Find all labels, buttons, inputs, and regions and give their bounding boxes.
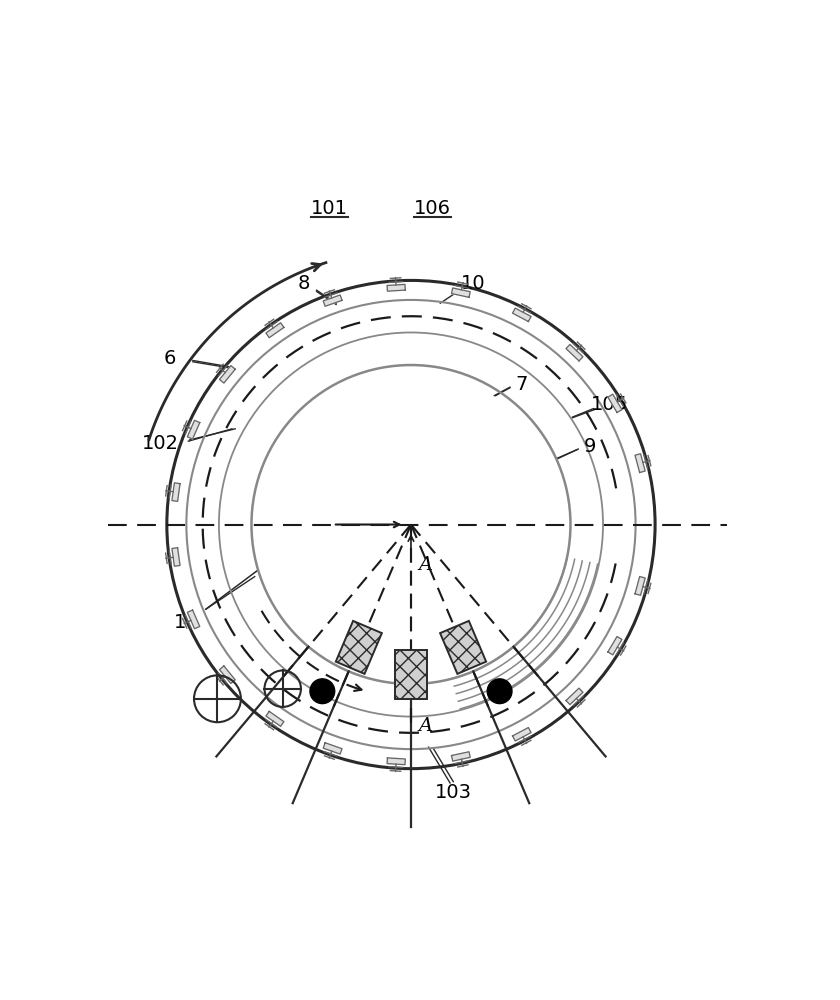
Polygon shape — [452, 752, 470, 761]
Polygon shape — [219, 666, 235, 683]
Text: 1: 1 — [174, 613, 186, 632]
Text: 9: 9 — [584, 437, 596, 456]
Text: 101: 101 — [311, 199, 348, 218]
Text: 103: 103 — [435, 783, 472, 802]
Circle shape — [487, 679, 512, 704]
Polygon shape — [566, 344, 583, 361]
Text: A: A — [418, 556, 433, 574]
Text: 106: 106 — [414, 199, 451, 218]
Text: 6: 6 — [164, 349, 176, 368]
Text: 102: 102 — [142, 434, 179, 453]
Bar — [396, 650, 427, 699]
Text: 8: 8 — [297, 274, 310, 293]
Polygon shape — [266, 711, 284, 726]
Polygon shape — [635, 577, 645, 595]
Polygon shape — [172, 483, 180, 501]
Polygon shape — [323, 295, 342, 306]
Polygon shape — [512, 308, 531, 322]
Text: A: A — [418, 717, 433, 735]
Polygon shape — [608, 637, 622, 655]
Polygon shape — [566, 688, 583, 705]
Polygon shape — [219, 366, 235, 383]
Text: 7: 7 — [516, 375, 528, 394]
Polygon shape — [452, 288, 470, 297]
Polygon shape — [172, 548, 180, 566]
Bar — [336, 621, 382, 674]
Polygon shape — [387, 284, 406, 291]
Circle shape — [310, 679, 334, 704]
Text: 10: 10 — [460, 274, 486, 293]
Polygon shape — [387, 758, 406, 765]
Polygon shape — [608, 394, 622, 413]
Polygon shape — [187, 420, 200, 439]
Polygon shape — [323, 743, 342, 754]
Polygon shape — [512, 728, 531, 741]
Polygon shape — [187, 610, 200, 629]
Polygon shape — [266, 323, 284, 338]
Bar — [440, 621, 486, 674]
Text: 105: 105 — [591, 395, 628, 414]
Polygon shape — [635, 454, 645, 473]
